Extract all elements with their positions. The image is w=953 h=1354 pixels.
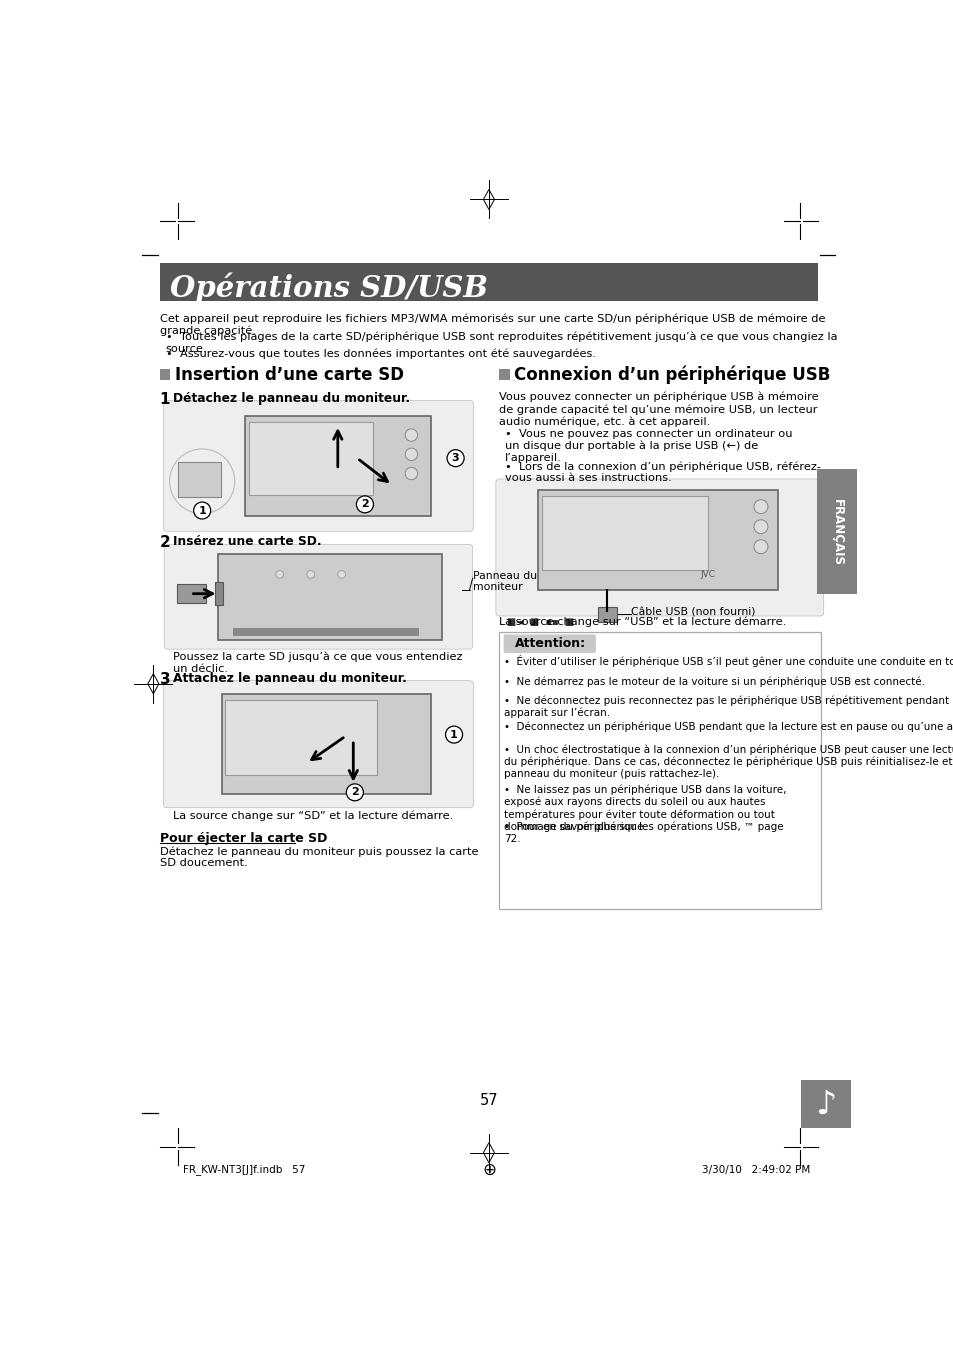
Text: 3: 3 bbox=[159, 672, 170, 688]
Text: 57: 57 bbox=[479, 1093, 497, 1108]
Circle shape bbox=[193, 502, 211, 519]
Circle shape bbox=[170, 450, 234, 513]
Text: FR_KW-NT3[J]f.indb   57: FR_KW-NT3[J]f.indb 57 bbox=[183, 1164, 305, 1175]
Text: Insérez une carte SD.: Insérez une carte SD. bbox=[173, 535, 322, 548]
Text: •  Assurez-vous que toutes les données importantes ont été sauvegardées.: • Assurez-vous que toutes les données im… bbox=[166, 349, 595, 359]
Text: ⊕: ⊕ bbox=[481, 1160, 496, 1178]
Bar bbox=[249, 422, 373, 496]
Text: •  Toutes les plages de la carte SD/périphérique USB sont reproduites répétitive: • Toutes les plages de la carte SD/périp… bbox=[166, 332, 837, 353]
Bar bbox=[176, 585, 206, 603]
Text: 1: 1 bbox=[450, 730, 457, 739]
Text: Opérations SD/USB: Opérations SD/USB bbox=[171, 272, 488, 303]
Text: 1: 1 bbox=[159, 391, 170, 408]
Text: ♪: ♪ bbox=[815, 1087, 836, 1121]
Text: Panneau du
moniteur: Panneau du moniteur bbox=[472, 570, 537, 592]
Text: 2: 2 bbox=[159, 535, 171, 550]
Bar bbox=[541, 496, 707, 570]
Bar bbox=[816, 468, 856, 593]
Text: La source change sur “SD” et la lecture démarre.: La source change sur “SD” et la lecture … bbox=[173, 811, 454, 822]
Circle shape bbox=[753, 520, 767, 533]
Bar bbox=[217, 554, 442, 640]
Text: Détachez le panneau du moniteur.: Détachez le panneau du moniteur. bbox=[173, 391, 410, 405]
Text: •  Déconnectez un périphérique USB pendant que la lecture est en pause ou qu’une: • Déconnectez un périphérique USB pendan… bbox=[503, 722, 953, 733]
Text: Détachez le panneau du moniteur puis poussez la carte
SD doucement.: Détachez le panneau du moniteur puis pou… bbox=[159, 846, 477, 868]
Text: •  Éviter d’utiliser le périphérique USB s’il peut gêner une conduite une condui: • Éviter d’utiliser le périphérique USB … bbox=[503, 655, 953, 668]
Text: JVC: JVC bbox=[700, 570, 715, 580]
Circle shape bbox=[447, 450, 464, 467]
Bar bbox=[215, 582, 223, 605]
Text: Insertion d’une carte SD: Insertion d’une carte SD bbox=[174, 366, 404, 385]
Text: •  Lors de la connexion d’un périphérique USB, référez-
vous aussi à ses instruc: • Lors de la connexion d’un périphérique… bbox=[505, 462, 821, 483]
Circle shape bbox=[445, 726, 462, 743]
Text: 2: 2 bbox=[360, 500, 369, 509]
Text: Pour éjecter la carte SD: Pour éjecter la carte SD bbox=[159, 833, 327, 845]
Text: Vous pouvez connecter un périphérique USB à mémoire
de grande capacité tel qu’un: Vous pouvez connecter un périphérique US… bbox=[498, 391, 818, 427]
Text: Attachez le panneau du moniteur.: Attachez le panneau du moniteur. bbox=[173, 672, 407, 685]
Bar bbox=[801, 1080, 850, 1128]
FancyBboxPatch shape bbox=[498, 632, 820, 910]
Text: 3/30/10   2:49:02 PM: 3/30/10 2:49:02 PM bbox=[701, 1164, 810, 1175]
Text: •  Vous ne pouvez pas connecter un ordinateur ou
un disque dur portable à la pri: • Vous ne pouvez pas connecter un ordina… bbox=[505, 429, 792, 463]
Circle shape bbox=[346, 784, 363, 800]
Bar bbox=[159, 263, 818, 301]
Circle shape bbox=[337, 570, 345, 578]
FancyBboxPatch shape bbox=[163, 681, 473, 808]
Circle shape bbox=[753, 540, 767, 554]
Bar bbox=[498, 368, 509, 379]
Circle shape bbox=[405, 448, 417, 460]
Text: •  Ne laissez pas un périphérique USB dans la voiture,
exposé aux rayons directs: • Ne laissez pas un périphérique USB dan… bbox=[503, 784, 785, 831]
Circle shape bbox=[405, 467, 417, 479]
Text: Poussez la carte SD jusqu’à ce que vous entendiez
un déclic.: Poussez la carte SD jusqu’à ce que vous … bbox=[173, 651, 462, 673]
Text: Cet appareil peut reproduire les fichiers MP3/WMA mémorisés sur une carte SD/un : Cet appareil peut reproduire les fichier… bbox=[159, 313, 824, 336]
FancyBboxPatch shape bbox=[496, 479, 822, 616]
Bar bbox=[221, 693, 431, 793]
Bar bbox=[159, 368, 171, 379]
FancyBboxPatch shape bbox=[163, 401, 473, 531]
Bar bbox=[598, 607, 617, 623]
Text: •  Ne déconnectez puis reconnectez pas le périphérique USB répétitivement pendan: • Ne déconnectez puis reconnectez pas le… bbox=[503, 696, 953, 718]
Circle shape bbox=[405, 429, 417, 441]
Text: Attention:: Attention: bbox=[514, 638, 585, 650]
Text: 1: 1 bbox=[198, 505, 206, 516]
Bar bbox=[225, 700, 376, 776]
Circle shape bbox=[307, 570, 314, 578]
Text: •  Un choc électrostatique à la connexion d’un périphérique USB peut causer une : • Un choc électrostatique à la connexion… bbox=[503, 745, 953, 779]
Text: •  Ne démarrez pas le moteur de la voiture si un périphérique USB est connecté.: • Ne démarrez pas le moteur de la voitur… bbox=[503, 677, 923, 688]
Text: 2: 2 bbox=[351, 787, 358, 798]
Bar bbox=[245, 416, 431, 516]
Circle shape bbox=[753, 500, 767, 513]
Text: •  Pour en savoir plus sur les opérations USB, ™ page
72.: • Pour en savoir plus sur les opérations… bbox=[503, 822, 782, 844]
Text: FRANÇAIS: FRANÇAIS bbox=[829, 498, 842, 566]
FancyBboxPatch shape bbox=[164, 544, 472, 649]
Text: ■◄  ■  ▪▪  ■: ■◄ ■ ▪▪ ■ bbox=[506, 617, 574, 627]
Bar bbox=[233, 628, 418, 636]
Bar bbox=[178, 462, 220, 497]
Text: Connexion d’un périphérique USB: Connexion d’un périphérique USB bbox=[514, 366, 830, 385]
Text: 3: 3 bbox=[452, 454, 459, 463]
Text: La source change sur “USB” et la lecture démarre.: La source change sur “USB” et la lecture… bbox=[498, 617, 785, 627]
Circle shape bbox=[275, 570, 283, 578]
Text: Câble USB (non fourni): Câble USB (non fourni) bbox=[630, 608, 755, 617]
Circle shape bbox=[356, 496, 373, 513]
FancyBboxPatch shape bbox=[503, 635, 596, 653]
Bar bbox=[537, 490, 778, 590]
